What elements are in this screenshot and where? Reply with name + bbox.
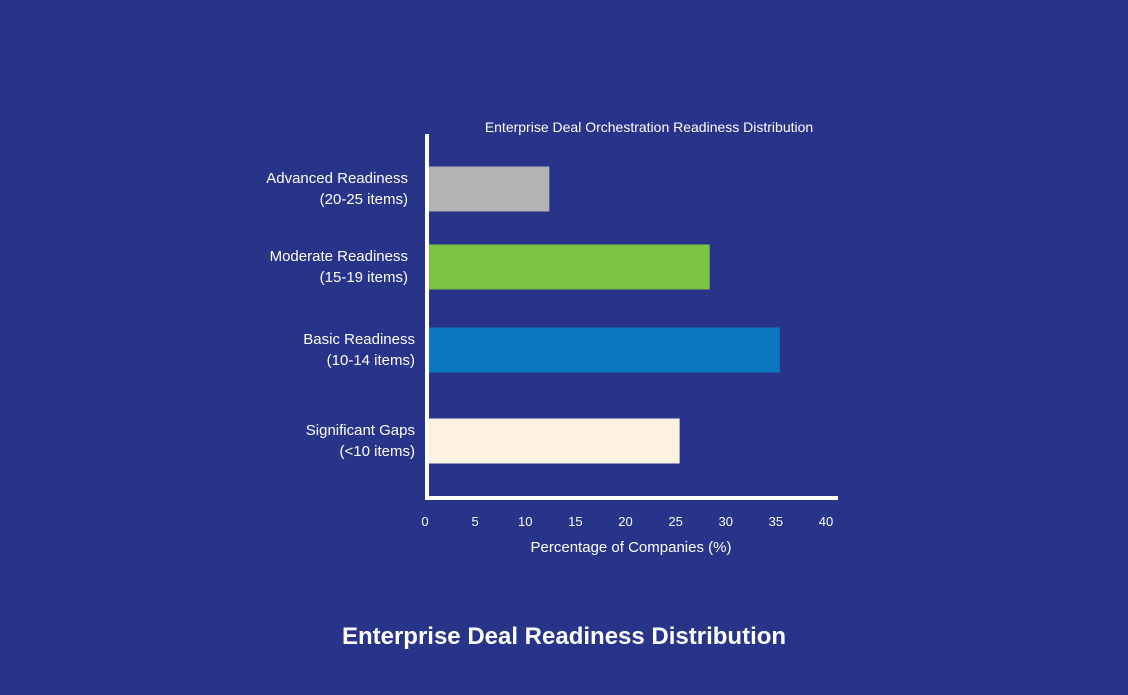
x-axis-label: Percentage of Companies (%) <box>531 539 732 556</box>
bar-1 <box>429 244 710 290</box>
x-tick-label: 35 <box>769 514 783 529</box>
x-tick-label: 15 <box>568 514 582 529</box>
category-label-0: Advanced Readiness (20-25 items) <box>266 170 408 208</box>
x-tick-label: 0 <box>421 514 428 529</box>
category-label-line: (20-25 items) <box>320 191 408 208</box>
bar-3 <box>429 418 680 464</box>
category-label-line: (10-14 items) <box>327 352 415 369</box>
chart-title: Enterprise Deal Orchestration Readiness … <box>485 119 813 135</box>
x-tick-label: 20 <box>618 514 632 529</box>
figure-caption: Enterprise Deal Readiness Distribution <box>341 623 787 650</box>
category-label-line: (15-19 items) <box>320 269 408 286</box>
category-label-line: Basic Readiness <box>303 331 415 348</box>
category-label-3: Significant Gaps (<10 items) <box>306 422 415 460</box>
category-label-line: Significant Gaps <box>306 422 415 439</box>
x-tick-label: 40 <box>819 514 833 529</box>
x-tick-labels: 0 5 10 15 20 25 30 35 40 <box>421 514 833 529</box>
category-label-line: (<10 items) <box>340 443 415 460</box>
x-tick-label: 5 <box>472 514 479 529</box>
category-label-1: Moderate Readiness (15-19 items) <box>270 248 408 286</box>
category-label-2: Basic Readiness (10-14 items) <box>303 331 415 369</box>
category-label-line: Moderate Readiness <box>270 248 408 265</box>
bar-2 <box>429 327 780 373</box>
bars-layer <box>429 166 780 464</box>
category-label-line: Advanced Readiness <box>266 170 408 187</box>
bar-0 <box>429 166 550 212</box>
x-tick-label: 10 <box>518 514 532 529</box>
category-labels: Advanced Readiness (20-25 items) Moderate … <box>266 170 415 460</box>
x-tick-label: 30 <box>719 514 733 529</box>
x-tick-label: 25 <box>668 514 682 529</box>
